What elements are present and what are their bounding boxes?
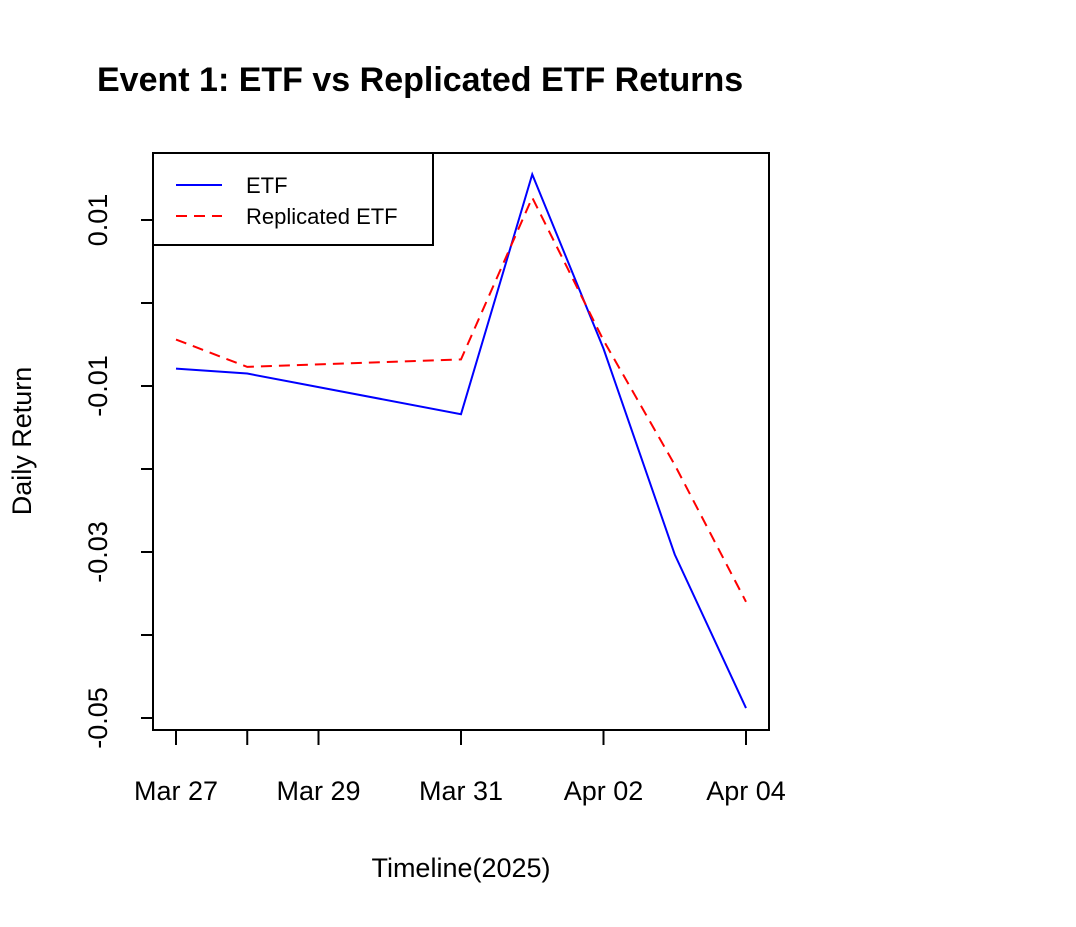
legend-label: ETF [246, 173, 288, 198]
legend: ETF Replicated ETF [152, 152, 434, 246]
y-tick-label: -0.03 [83, 521, 113, 583]
chart-title: Event 1: ETF vs Replicated ETF Returns [97, 61, 743, 99]
x-tick-label: Mar 31 [419, 776, 503, 806]
y-axis-label: Daily Return [7, 367, 37, 516]
y-tick-label: 0.01 [83, 194, 113, 247]
x-tick-label: Mar 27 [134, 776, 218, 806]
series-layer [175, 171, 747, 709]
series-line-replicated-etf [175, 195, 747, 603]
y-tick-label: -0.01 [83, 355, 113, 417]
x-axis: Mar 27 Mar 29 Mar 31 Apr 02 Apr 04 [134, 729, 786, 806]
y-tick-label: -0.05 [83, 687, 113, 749]
series-line-etf [175, 171, 747, 709]
legend-box [152, 152, 434, 246]
x-axis-label: Timeline(2025) [371, 853, 550, 883]
x-tick-label: Apr 04 [706, 776, 786, 806]
legend-label: Replicated ETF [246, 204, 398, 229]
x-tick-label: Mar 29 [276, 776, 360, 806]
x-tick-label: Apr 02 [564, 776, 644, 806]
y-axis: 0.01 -0.01 -0.03 -0.05 [83, 194, 154, 749]
